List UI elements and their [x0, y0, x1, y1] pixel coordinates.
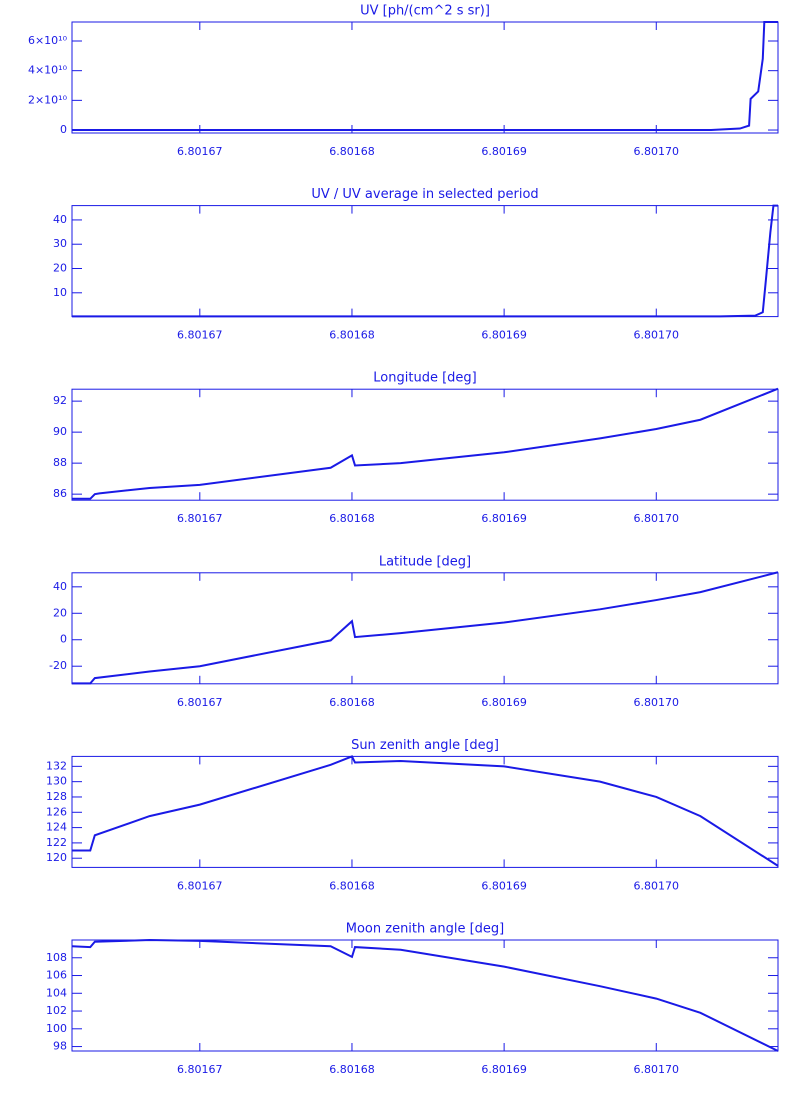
- panel-title: UV [ph/(cm^2 s sr)]: [360, 4, 490, 19]
- plot-frame: [71, 572, 779, 685]
- plot-frame: [71, 21, 779, 134]
- y-tick-label: 108: [46, 951, 67, 964]
- y-tick-label: 106: [46, 969, 67, 982]
- y-tick-label: 4×10¹⁰: [28, 64, 68, 77]
- y-tick-label: 128: [46, 790, 67, 803]
- y-tick-label: 30: [53, 237, 67, 250]
- data-line: [72, 387, 779, 500]
- panel-title: Sun zenith angle [deg]: [351, 738, 499, 753]
- x-tick-label: 6.80170: [634, 879, 680, 892]
- y-tick-label: 20: [53, 606, 67, 619]
- panel-title: Longitude [deg]: [373, 371, 476, 386]
- x-tick-label: 6.80170: [634, 512, 680, 525]
- x-tick-label: 6.80167: [177, 696, 223, 709]
- x-tick-label: 6.80167: [177, 512, 223, 525]
- x-tick-label: 6.80167: [177, 145, 223, 158]
- y-tick-label: 124: [46, 821, 67, 834]
- data-line: [72, 21, 778, 132]
- y-tick-label: 92: [53, 394, 67, 407]
- x-tick-label: 6.80169: [481, 512, 527, 525]
- x-tick-label: 6.80169: [481, 696, 527, 709]
- y-tick-label: 98: [53, 1040, 67, 1053]
- y-tick-label: 0: [60, 633, 67, 646]
- x-tick-label: 6.80169: [481, 145, 527, 158]
- panel-title: Latitude [deg]: [379, 554, 471, 569]
- y-tick-label: 122: [46, 836, 67, 849]
- y-tick-label: 2×10¹⁰: [28, 93, 68, 106]
- y-tick-label: 100: [46, 1022, 67, 1035]
- y-tick-label: 86: [53, 487, 67, 500]
- x-tick-label: 6.80168: [329, 1063, 375, 1076]
- plot-frame: [71, 939, 779, 1052]
- x-tick-label: 6.80168: [329, 329, 375, 342]
- plot-frame: [71, 755, 779, 868]
- y-tick-label: 6×10¹⁰: [28, 34, 68, 47]
- y-tick-label: 102: [46, 1004, 67, 1017]
- y-tick-label: 120: [46, 851, 67, 864]
- x-tick-label: 6.80169: [481, 879, 527, 892]
- y-tick-label: 132: [46, 759, 67, 772]
- panel-title: UV / UV average in selected period: [311, 187, 538, 202]
- x-tick-label: 6.80170: [634, 696, 680, 709]
- y-tick-label: 104: [46, 986, 67, 999]
- x-tick-label: 6.80168: [329, 696, 375, 709]
- data-line: [72, 204, 778, 318]
- x-tick-label: 6.80167: [177, 879, 223, 892]
- y-tick-label: 88: [53, 456, 67, 469]
- x-tick-label: 6.80168: [329, 879, 375, 892]
- y-tick-label: 126: [46, 805, 67, 818]
- x-tick-label: 6.80169: [481, 1063, 527, 1076]
- y-tick-label: -20: [49, 659, 67, 672]
- x-tick-label: 6.80169: [481, 329, 527, 342]
- data-line: [72, 755, 779, 867]
- data-line: [71, 938, 779, 1052]
- y-tick-label: 20: [53, 262, 67, 275]
- x-tick-label: 6.80167: [177, 1063, 223, 1076]
- plot-frame: [71, 388, 779, 501]
- plot-frame: [71, 205, 779, 318]
- x-tick-label: 6.80168: [329, 512, 375, 525]
- y-tick-label: 130: [46, 775, 67, 788]
- y-tick-label: 40: [53, 213, 67, 226]
- x-tick-label: 6.80170: [634, 329, 680, 342]
- data-line: [72, 571, 779, 685]
- y-tick-label: 10: [53, 286, 67, 299]
- y-tick-label: 90: [53, 425, 67, 438]
- x-tick-label: 6.80170: [634, 145, 680, 158]
- x-tick-label: 6.80168: [329, 145, 375, 158]
- x-tick-label: 6.80170: [634, 1063, 680, 1076]
- x-tick-label: 6.80167: [177, 329, 223, 342]
- y-tick-label: 0: [60, 123, 67, 136]
- y-tick-label: 40: [53, 580, 67, 593]
- panel-title: Moon zenith angle [deg]: [346, 922, 504, 937]
